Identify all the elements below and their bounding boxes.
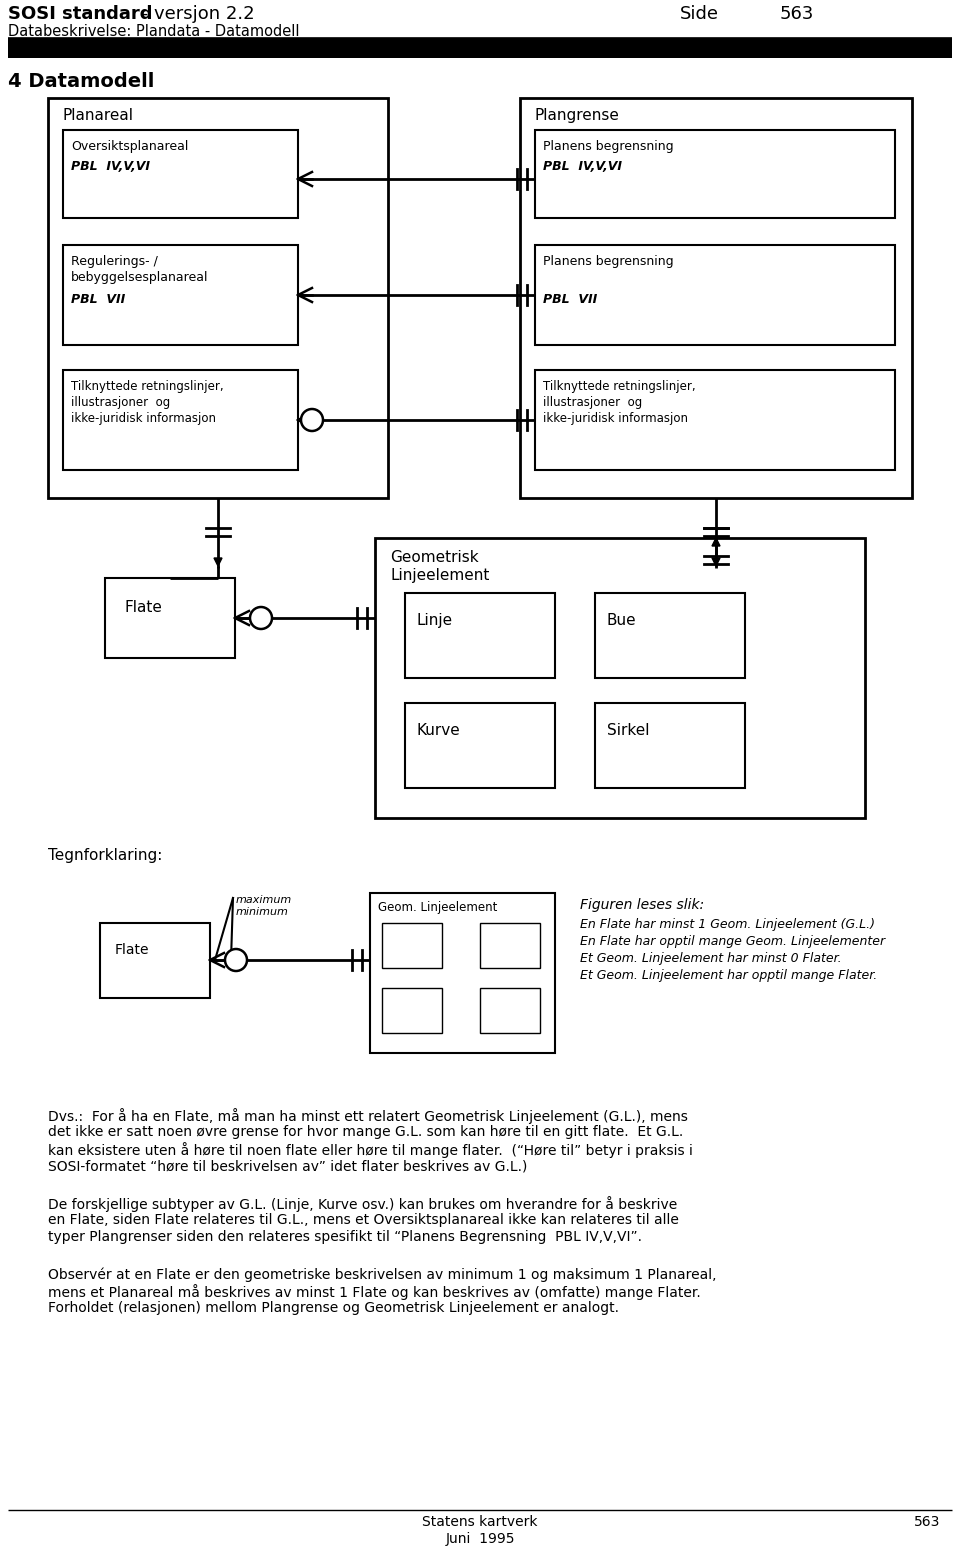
Text: - versjon 2.2: - versjon 2.2 (136, 5, 254, 23)
Text: Bue: Bue (607, 612, 636, 628)
Text: Databeskrivelse: Plandata - Datamodell: Databeskrivelse: Plandata - Datamodell (8, 23, 300, 39)
Polygon shape (712, 558, 720, 566)
Text: Forholdet (relasjonen) mellom Plangrense og Geometrisk Linjeelement er analogt.: Forholdet (relasjonen) mellom Plangrense… (48, 1300, 619, 1314)
Text: Flate: Flate (115, 942, 150, 956)
Text: ikke-juridisk informasjon: ikke-juridisk informasjon (71, 412, 216, 425)
Text: Et Geom. Linjeelement har minst 0 Flater.: Et Geom. Linjeelement har minst 0 Flater… (580, 952, 842, 966)
Text: illustrasjoner  og: illustrasjoner og (71, 395, 170, 409)
Bar (535, 245, 895, 346)
Text: Planens begrensning: Planens begrensning (543, 140, 674, 153)
Bar (535, 370, 895, 470)
Text: bebyggelsesplanareal: bebyggelsesplanareal (71, 271, 208, 284)
Circle shape (250, 608, 272, 629)
Bar (595, 704, 745, 787)
Text: en Flate, siden Flate relateres til G.L., mens et Oversiktsplanareal ikke kan re: en Flate, siden Flate relateres til G.L.… (48, 1214, 679, 1228)
Text: 563: 563 (914, 1514, 940, 1528)
Text: Planareal: Planareal (62, 109, 133, 122)
Text: En Flate har opptil mange Geom. Linjeelementer: En Flate har opptil mange Geom. Linjeele… (580, 935, 885, 949)
Bar (405, 594, 555, 677)
Bar (595, 594, 745, 677)
Text: Sirkel: Sirkel (607, 722, 650, 738)
Text: maximum: maximum (236, 894, 292, 905)
Text: ikke-juridisk informasjon: ikke-juridisk informasjon (543, 412, 688, 425)
Bar (63, 370, 298, 470)
Text: Regulerings- /: Regulerings- / (71, 256, 157, 268)
Text: Geom. Linjeelement: Geom. Linjeelement (378, 901, 497, 914)
Text: SOSI-formatet “høre til beskrivelsen av” idet flater beskrives av G.L.): SOSI-formatet “høre til beskrivelsen av”… (48, 1159, 527, 1173)
Circle shape (225, 949, 247, 970)
Text: Linje: Linje (417, 612, 453, 628)
Text: Linjeelement: Linjeelement (390, 567, 490, 583)
Bar (100, 922, 210, 998)
Bar (63, 245, 298, 346)
Bar (48, 98, 388, 498)
Bar (480, 987, 540, 1032)
Text: minimum: minimum (236, 907, 289, 918)
Text: PBL  VII: PBL VII (543, 293, 597, 305)
Text: Observér at en Flate er den geometriske beskrivelsen av minimum 1 og maksimum 1 : Observér at en Flate er den geometriske … (48, 1266, 716, 1282)
Text: Tilknyttede retningslinjer,: Tilknyttede retningslinjer, (543, 380, 696, 394)
Polygon shape (712, 538, 720, 546)
Text: Kurve: Kurve (417, 722, 461, 738)
Text: PBL  IV,V,VI: PBL IV,V,VI (71, 160, 150, 174)
Text: det ikke er satt noen øvre grense for hvor mange G.L. som kan høre til en gitt f: det ikke er satt noen øvre grense for hv… (48, 1125, 684, 1139)
Bar (382, 987, 442, 1032)
Text: kan eksistere uten å høre til noen flate eller høre til mange flater.  (“Høre ti: kan eksistere uten å høre til noen flate… (48, 1142, 693, 1158)
Text: Flate: Flate (125, 600, 163, 615)
Bar (535, 130, 895, 219)
Bar (8, 39, 952, 57)
Text: Et Geom. Linjeelement har opptil mange Flater.: Et Geom. Linjeelement har opptil mange F… (580, 969, 877, 983)
Text: Side: Side (680, 5, 719, 23)
Text: SOSI standard: SOSI standard (8, 5, 153, 23)
Text: Tegnforklaring:: Tegnforklaring: (48, 848, 162, 863)
Text: Geometrisk: Geometrisk (390, 550, 479, 566)
Text: En Flate har minst 1 Geom. Linjeelement (G.L.): En Flate har minst 1 Geom. Linjeelement … (580, 918, 875, 932)
Bar (520, 98, 912, 498)
Text: typer Plangrenser siden den relateres spesifikt til “Planens Begrensning  PBL IV: typer Plangrenser siden den relateres sp… (48, 1231, 642, 1245)
Bar (480, 922, 540, 969)
Text: Juni  1995: Juni 1995 (445, 1531, 515, 1545)
Text: Statens kartverk: Statens kartverk (422, 1514, 538, 1528)
Bar (105, 578, 235, 659)
Bar (405, 704, 555, 787)
Text: Plangrense: Plangrense (534, 109, 619, 122)
Bar (63, 130, 298, 219)
Bar (382, 922, 442, 969)
Bar (375, 538, 865, 818)
Text: Figuren leses slik:: Figuren leses slik: (580, 897, 704, 911)
Text: Oversiktsplanareal: Oversiktsplanareal (71, 140, 188, 153)
Text: mens et Planareal må beskrives av minst 1 Flate og kan beskrives av (omfatte) ma: mens et Planareal må beskrives av minst … (48, 1283, 701, 1300)
Circle shape (301, 409, 323, 431)
Text: Dvs.:  For å ha en Flate, må man ha minst ett relatert Geometrisk Linjeelement (: Dvs.: For å ha en Flate, må man ha minst… (48, 1108, 688, 1124)
Polygon shape (214, 558, 222, 566)
Bar (370, 893, 555, 1052)
Text: illustrasjoner  og: illustrasjoner og (543, 395, 642, 409)
Text: 4 Datamodell: 4 Datamodell (8, 71, 155, 91)
Text: PBL  VII: PBL VII (71, 293, 125, 305)
Text: PBL  IV,V,VI: PBL IV,V,VI (543, 160, 622, 174)
Text: De forskjellige subtyper av G.L. (Linje, Kurve osv.) kan brukes om hverandre for: De forskjellige subtyper av G.L. (Linje,… (48, 1197, 677, 1212)
Text: Planens begrensning: Planens begrensning (543, 256, 674, 268)
Text: Tilknyttede retningslinjer,: Tilknyttede retningslinjer, (71, 380, 224, 394)
Text: 563: 563 (780, 5, 814, 23)
